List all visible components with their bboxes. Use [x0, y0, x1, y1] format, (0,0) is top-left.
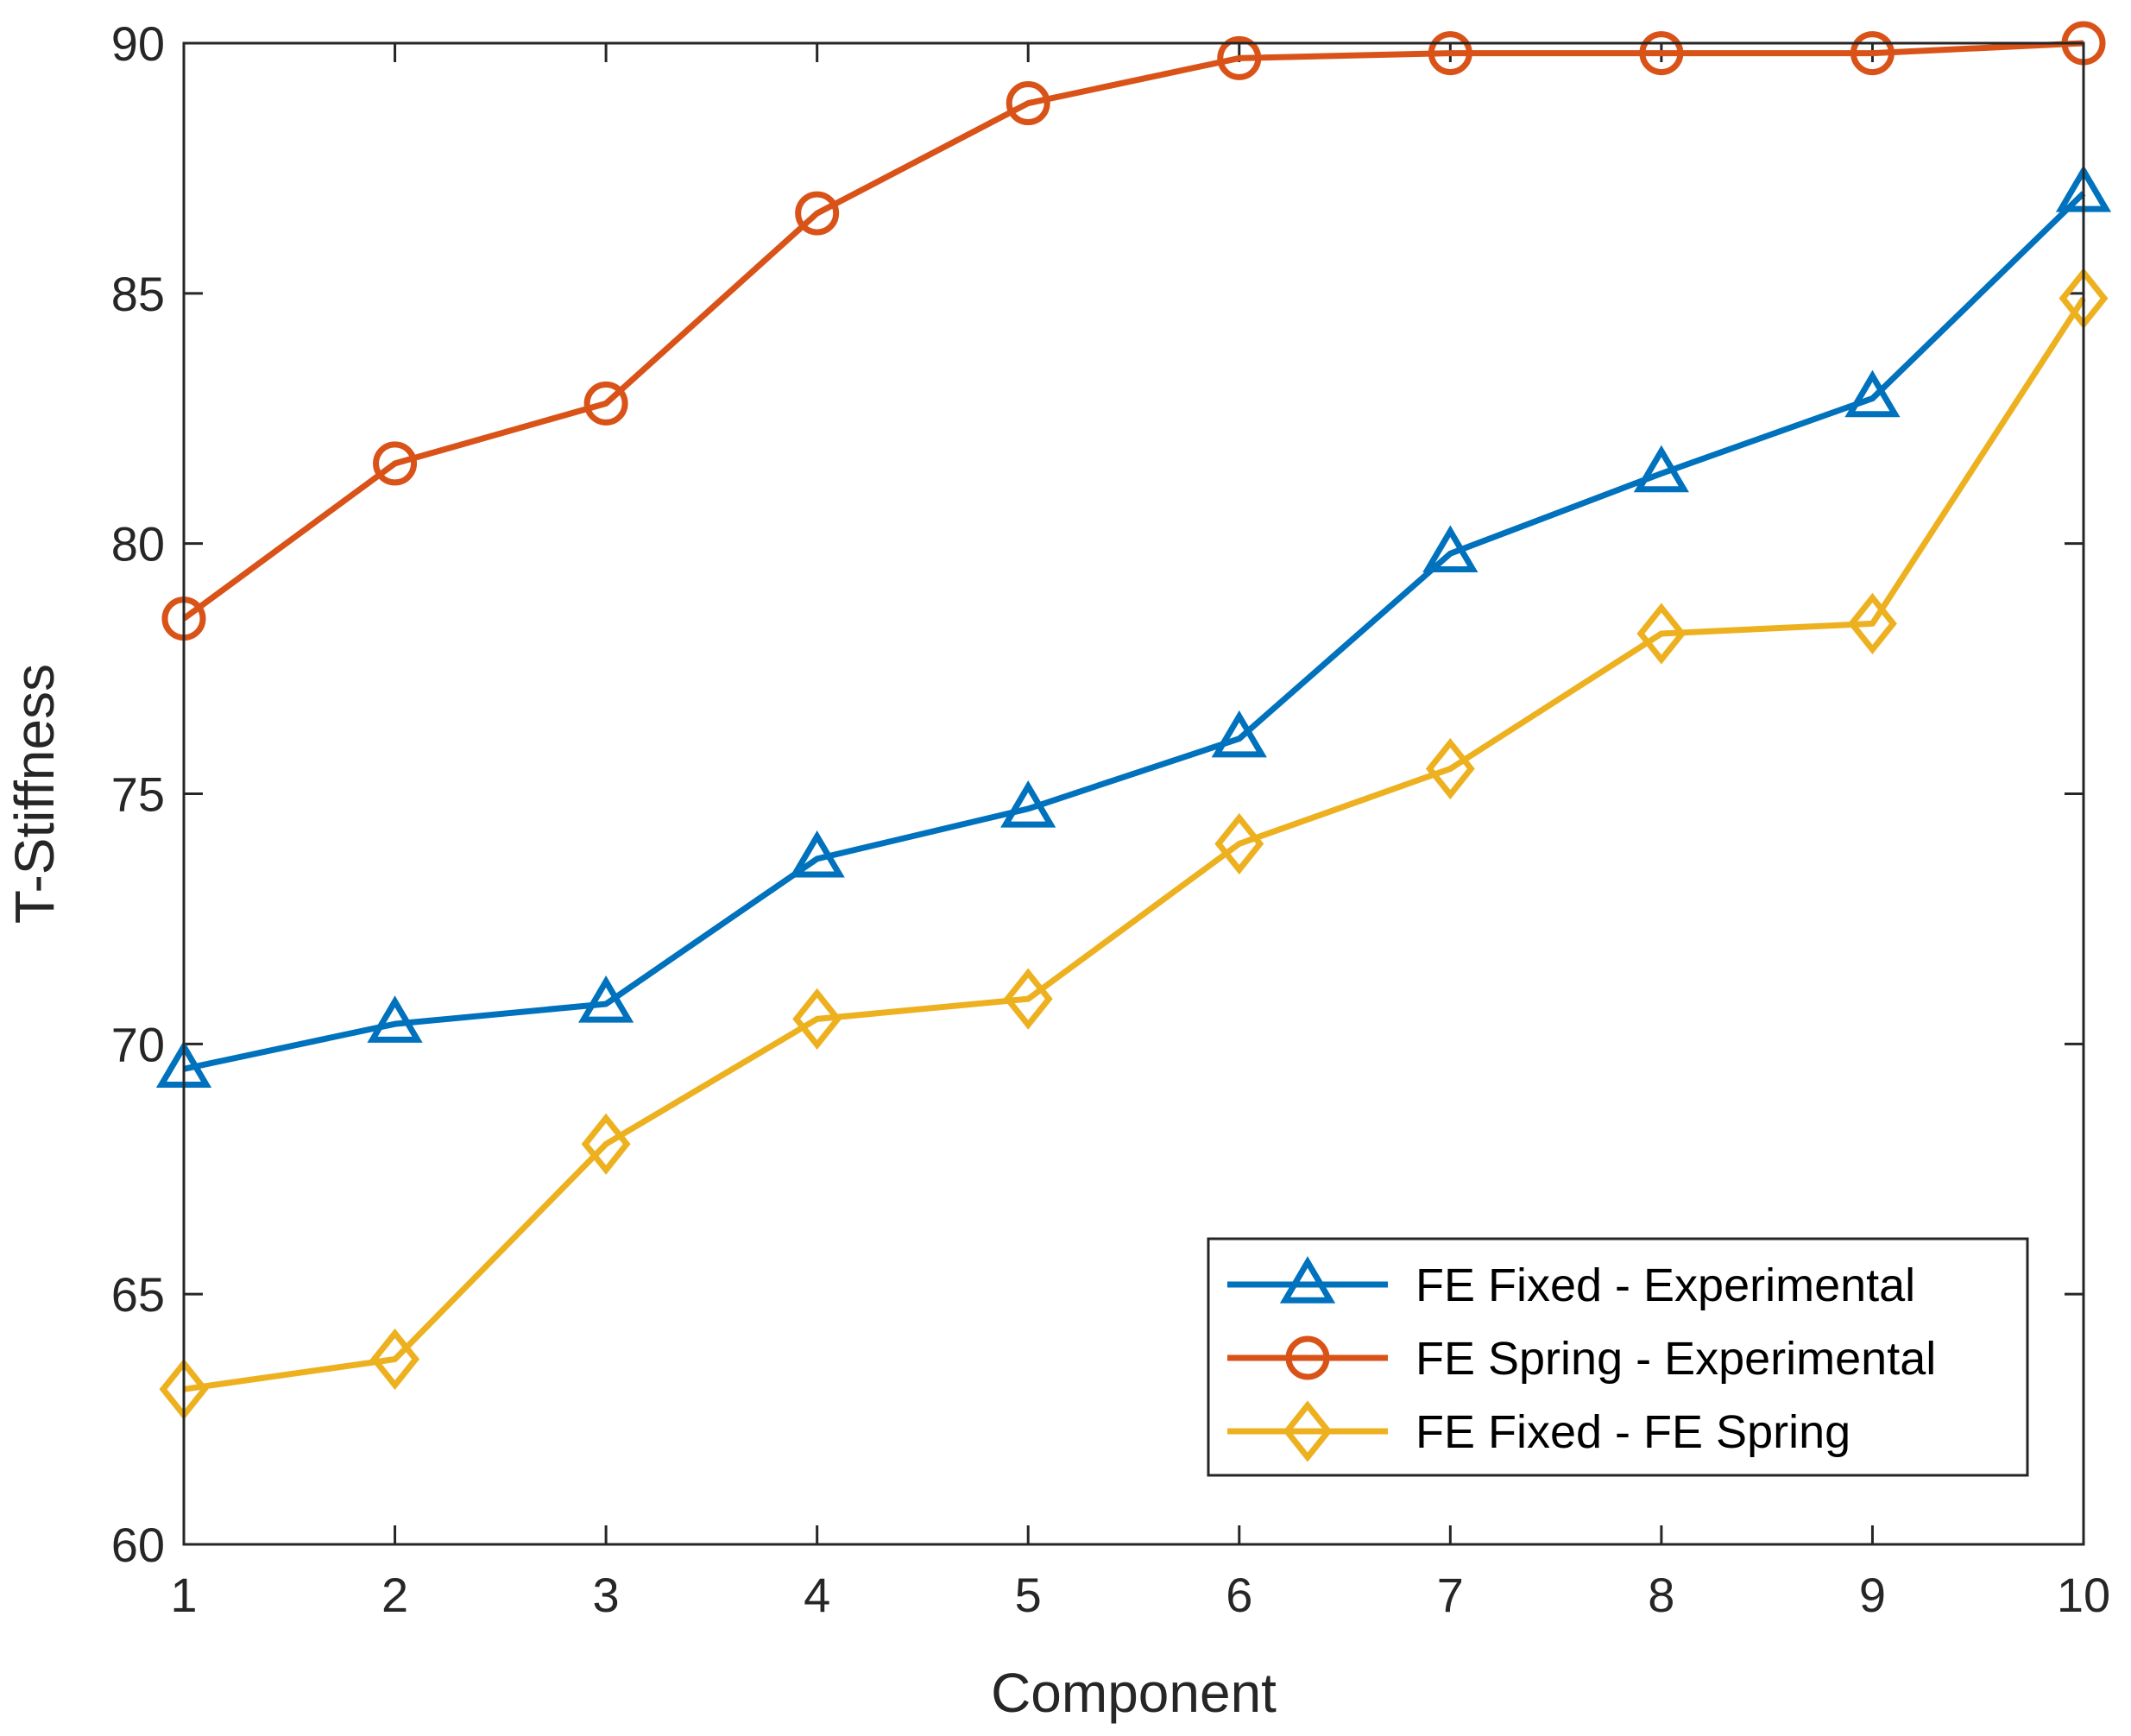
x-axis-ticks: 1 2 3 4 5 6 7 8 9 10 — [170, 43, 2110, 1622]
y-tick-label: 70 — [111, 1017, 165, 1071]
data-point-circle — [1639, 31, 1684, 76]
x-axis-title: Component — [991, 1662, 1277, 1724]
legend-marker-triangle — [1279, 1256, 1336, 1304]
data-point-triangle — [1844, 369, 1901, 418]
data-point-triangle — [1000, 780, 1056, 828]
legend-marker-diamond — [1283, 1400, 1333, 1462]
legend-label: FE Fixed - Experimental — [1415, 1259, 1915, 1311]
data-point-diamond — [792, 988, 842, 1050]
data-point-circle — [373, 441, 418, 486]
data-point-diamond — [370, 1328, 420, 1391]
y-tick-label: 65 — [111, 1267, 165, 1322]
x-tick-label: 9 — [1859, 1568, 1886, 1622]
x-tick-label: 1 — [170, 1568, 197, 1622]
data-point-diamond — [1003, 968, 1053, 1030]
series-line — [181, 40, 2084, 622]
data-point-circle — [1006, 81, 1050, 126]
legend-item: FE Spring - Experimental — [1227, 1333, 1936, 1385]
legend-item: FE Fixed - Experimental — [1227, 1256, 1915, 1311]
x-tick-label: 8 — [1648, 1568, 1674, 1622]
series-line — [183, 191, 2086, 1072]
y-tick-label: 60 — [111, 1518, 165, 1572]
data-point-diamond — [1425, 737, 1475, 800]
data-point-diamond — [1214, 812, 1264, 875]
y-tick-label: 80 — [111, 517, 165, 571]
y-tick-label: 85 — [111, 267, 165, 321]
legend-marker-circle — [1285, 1335, 1330, 1380]
y-axis-title: T-Stiffness — [3, 664, 66, 924]
data-point-circle — [1850, 31, 1895, 76]
data-point-triangle — [367, 995, 423, 1043]
plot-frame — [182, 41, 2085, 1546]
data-point-circle — [583, 381, 628, 426]
series-1 — [155, 164, 2112, 1089]
series-2 — [161, 21, 2106, 641]
x-tick-label: 7 — [1437, 1568, 1464, 1622]
series-3 — [159, 268, 2109, 1420]
y-axis-ticks: 60 65 70 75 80 85 90 — [111, 16, 2084, 1572]
data-point-diamond — [1847, 592, 1897, 655]
data-point-diamond — [581, 1113, 631, 1175]
y-tick-label: 75 — [111, 767, 165, 822]
legend-item: FE Fixed - FE Spring — [1227, 1400, 1850, 1462]
data-point-triangle — [1422, 525, 1478, 572]
x-tick-label: 6 — [1226, 1568, 1252, 1622]
x-tick-label: 2 — [381, 1568, 408, 1622]
data-point-diamond — [1636, 603, 1687, 665]
x-tick-label: 3 — [593, 1568, 620, 1622]
x-tick-label: 5 — [1015, 1568, 1042, 1622]
data-point-triangle — [577, 975, 634, 1023]
y-tick-label: 90 — [111, 16, 165, 71]
legend-label: FE Fixed - FE Spring — [1415, 1406, 1850, 1458]
series-line — [183, 296, 2086, 1392]
data-point-circle — [1428, 31, 1472, 76]
x-tick-label: 10 — [2057, 1568, 2110, 1622]
legend-label: FE Spring - Experimental — [1415, 1333, 1936, 1385]
legend: FE Fixed - Experimental FE Spring - Exper… — [1207, 1237, 2029, 1477]
data-point-triangle — [789, 830, 845, 878]
legend-box — [1207, 1237, 2029, 1477]
data-point-triangle — [1633, 445, 1690, 493]
data-series — [155, 21, 2112, 1420]
data-point-circle — [1217, 35, 1262, 80]
data-point-circle — [795, 191, 840, 236]
x-tick-label: 4 — [804, 1568, 830, 1622]
data-point-triangle — [1211, 710, 1267, 758]
